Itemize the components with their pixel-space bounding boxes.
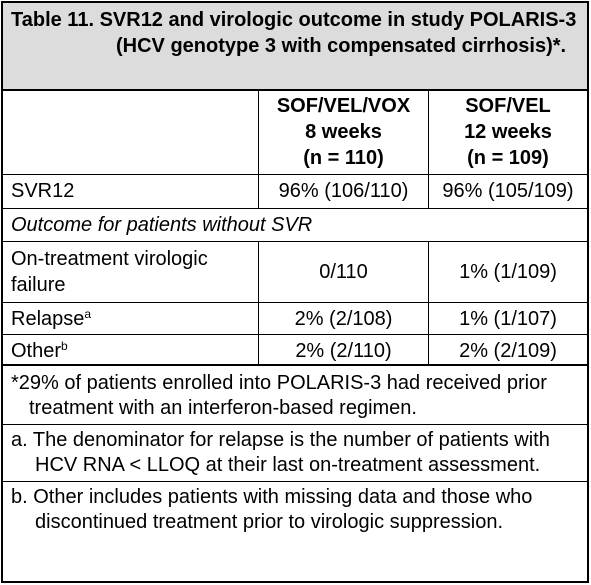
header-empty-cell bbox=[3, 91, 258, 174]
cell-value: 2% (2/110) bbox=[258, 335, 428, 364]
row-label-text: Relapse bbox=[11, 308, 85, 330]
column-header-line: (n = 109) bbox=[467, 147, 549, 169]
table-title-row: Table 11. SVR12 and virologic outcome in… bbox=[3, 3, 587, 91]
column-header-line: SOF/VEL bbox=[465, 95, 551, 117]
footnote-marker: a bbox=[84, 307, 92, 321]
column-header-line: 12 weeks bbox=[464, 121, 552, 143]
table-row-on-treatment: On-treatment virologic failure 0/110 1% … bbox=[3, 242, 587, 303]
footnote-a: a. The denominator for relapse is the nu… bbox=[11, 429, 550, 476]
cell-value: 2% (2/109) bbox=[428, 335, 587, 364]
column-header-sof-vel: SOF/VEL 12 weeks (n = 109) bbox=[428, 91, 587, 174]
column-header-line: SOF/VEL/VOX bbox=[276, 95, 411, 117]
footnote-divider bbox=[3, 481, 587, 482]
row-label: Otherb bbox=[3, 335, 258, 364]
cell-value: 96% (106/110) bbox=[258, 175, 428, 208]
row-label: Relapsea bbox=[3, 303, 258, 334]
table-row-relapse: Relapsea 2% (2/108) 1% (1/107) bbox=[3, 303, 587, 335]
cell-value: 0/110 bbox=[258, 242, 428, 302]
section-label: Outcome for patients without SVR bbox=[11, 214, 313, 236]
cell-value: 1% (1/109) bbox=[428, 242, 587, 302]
row-label-text: Other bbox=[11, 340, 62, 362]
row-label: On-treatment virologic failure bbox=[11, 248, 208, 296]
cell-value: 96% (105/109) bbox=[428, 175, 587, 208]
table-title: Table 11. SVR12 and virologic outcome in… bbox=[11, 9, 577, 57]
footnote-star: *29% of patients enrolled into POLARIS-3… bbox=[11, 372, 547, 419]
cell-value: 2% (2/108) bbox=[258, 303, 428, 334]
footnote-divider bbox=[3, 424, 587, 425]
table-row-other: Otherb 2% (2/110) 2% (2/109) bbox=[3, 335, 587, 366]
cell-value: 1% (1/107) bbox=[428, 303, 587, 334]
footnote-marker: b bbox=[61, 339, 68, 353]
table-row-section: Outcome for patients without SVR bbox=[3, 209, 587, 242]
column-header-sof-vel-vox: SOF/VEL/VOX 8 weeks (n = 110) bbox=[258, 91, 428, 174]
row-label: SVR12 bbox=[11, 180, 75, 202]
table-row-svr12: SVR12 96% (106/110) 96% (105/109) bbox=[3, 175, 587, 209]
footnote-b: b. Other includes patients with missing … bbox=[11, 486, 533, 533]
column-header-line: (n = 110) bbox=[303, 147, 384, 169]
column-header-row: SOF/VEL/VOX 8 weeks (n = 110) SOF/VEL 12… bbox=[3, 91, 587, 175]
column-header-line: 8 weeks bbox=[305, 121, 382, 143]
table-footnotes: *29% of patients enrolled into POLARIS-3… bbox=[3, 366, 587, 581]
